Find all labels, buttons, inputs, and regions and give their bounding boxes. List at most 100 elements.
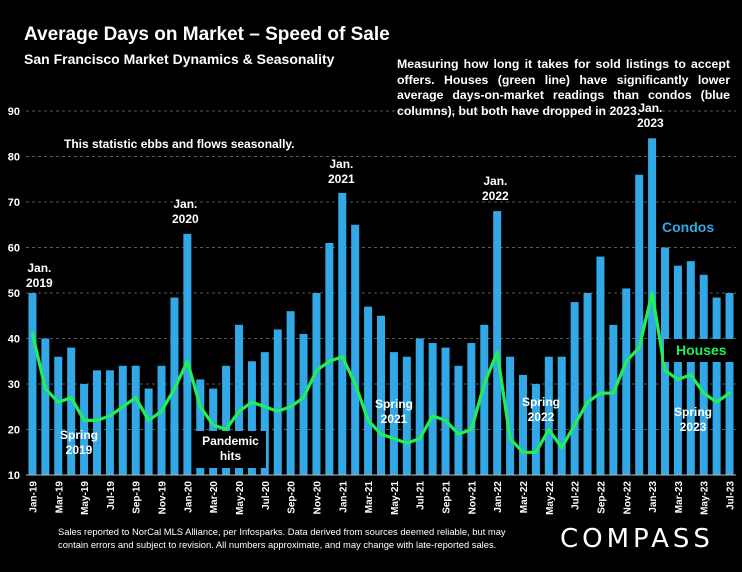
house-point [57,401,60,404]
annotation-spring-2021: Spring 2021 [375,397,413,426]
annotation-jan-2021: Jan. 2021 [328,157,355,186]
y-tick-label: 70 [8,197,20,209]
condo-bar [260,352,269,475]
house-point [276,410,279,413]
condo-bar [41,338,50,475]
house-point [353,382,357,386]
house-point [263,405,267,408]
house-point [637,346,641,349]
condo-bar [712,297,721,475]
house-point [612,391,615,395]
x-tick-label: Nov-20 [312,481,323,515]
condo-bar [234,324,244,475]
condo-bar [325,242,334,475]
condo-bars [28,138,734,476]
condo-bar [312,293,321,475]
x-tick-label: Jan-21 [338,481,349,513]
house-point [237,410,241,413]
condo-bar [196,379,205,475]
x-tick-label: Sep-20 [287,481,298,514]
house-point [224,428,228,431]
x-tick-label: Nov-19 [158,481,169,515]
condo-bar [402,356,411,475]
x-tick-label: Mar-20 [209,481,220,514]
x-tick-label: Jan-22 [493,481,504,513]
x-tick-label: Mar-21 [364,481,375,514]
x-tick-label: Jul-22 [571,481,582,510]
legend-houses: Houses [664,339,735,362]
annotation-pandemic: Pandemic hits [195,431,266,468]
x-tick-label: Jul-20 [261,481,272,510]
house-line [30,291,732,454]
house-point [392,437,396,440]
house-point [134,396,137,399]
house-point [366,419,370,422]
chart-description: Measuring how long it takes for sold lis… [397,57,730,118]
y-tick-label: 30 [8,379,20,391]
house-point [495,350,499,354]
condo-bar [622,288,631,475]
condo-bar [389,352,398,475]
house-point [250,401,254,404]
x-tick-label: Nov-22 [622,481,633,515]
annotation-spring-2019: Spring 2019 [60,428,98,457]
x-tick-label: Jul-23 [726,481,737,510]
house-point [199,405,202,408]
house-point [341,355,344,358]
condo-bar [415,338,424,475]
annotation-jan-2022: Jan. 2022 [482,174,509,203]
x-tick-label: Jul-19 [106,481,117,510]
condo-bar [131,365,140,475]
house-point [405,441,409,445]
condo-bar [183,233,192,475]
house-point [82,419,86,422]
condo-bar [518,374,528,475]
axes: 10 20 30 40 50 60 70 80 90 Jan-19 Mar-19 May-19 Jul-… [8,106,737,515]
condo-bar [531,384,540,475]
y-tick-label: 40 [8,334,20,346]
house-point [418,437,421,440]
house-point [586,401,589,404]
x-tick-label: May-21 [390,481,401,515]
house-point [470,428,473,431]
condo-bar [273,329,282,475]
condo-bar [467,343,476,475]
house-point [31,332,34,336]
y-tick-label: 80 [8,152,20,164]
house-point [650,291,654,295]
x-tick-label: Nov-21 [467,481,478,515]
house-point [534,451,538,454]
house-point [508,437,512,440]
condo-bar [557,356,566,475]
condo-bar [351,224,360,475]
annotation-seasonal: This statistic ebbs and flows seasonally… [64,137,295,151]
x-tick-label: Sep-22 [596,481,607,514]
house-point [289,405,292,408]
house-point [728,391,731,395]
condo-bar [648,138,657,476]
house-point [689,373,693,377]
x-tick-label: Sep-21 [442,481,453,514]
house-point [702,391,705,395]
y-tick-label: 90 [8,106,20,118]
condo-bar [428,343,437,475]
house-point [715,401,718,404]
condo-bar [609,324,618,475]
condo-bar [67,347,76,475]
y-tick-label: 10 [8,470,20,482]
y-tick-label: 20 [8,425,20,437]
condo-bar [247,361,256,475]
house-point [457,432,460,436]
condo-bar [144,388,153,475]
condo-bar [570,302,579,475]
x-tick-label: May-19 [80,481,91,515]
condo-bar [80,384,89,475]
condo-bar [686,261,695,475]
house-point [44,387,47,390]
y-tick-label: 60 [8,243,20,255]
brand-logo: COMPASS [560,524,714,554]
x-tick-label: Mar-23 [674,481,685,514]
x-tick-label: Jan-19 [28,481,39,513]
condo-bar [480,324,489,475]
condo-bar [286,311,295,475]
